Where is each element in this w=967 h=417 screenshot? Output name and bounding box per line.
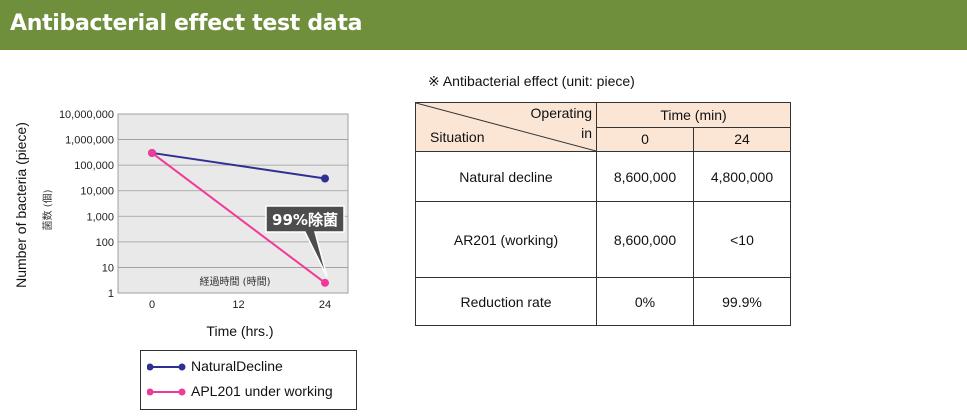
row-label: AR201 (working) — [415, 201, 597, 278]
y-tick-label: 1,000 — [86, 211, 114, 223]
header-time: Time (min) — [596, 102, 791, 128]
diagonal-divider — [416, 103, 596, 151]
y-tick-label: 100,000 — [74, 160, 114, 172]
data-point — [321, 174, 329, 183]
legend-swatch-apl201 — [147, 388, 186, 396]
table-caption: ※ Antibacterial effect (unit: piece) — [428, 73, 635, 89]
row-label: Reduction rate — [415, 277, 597, 326]
inner-x-label-jp: 経過時間 (時間) — [200, 275, 271, 288]
header-col-24: 24 — [693, 126, 791, 152]
row-value-0: 8,600,000 — [596, 201, 694, 278]
row-label: Natural decline — [415, 151, 597, 202]
header-operating: Operating — [530, 105, 592, 121]
legend-swatch-natural-decline — [147, 363, 186, 371]
table-corner-header: Operating in Situation — [415, 102, 597, 152]
chart-legend: NaturalDecline APL201 under working — [140, 350, 357, 410]
bacteria-line-chart: 1 10 100 1,000 10,000 100,000 1,000,000 10,000,… — [41, 109, 349, 339]
y-tick-label: 10,000 — [80, 186, 114, 198]
row-value-24: <10 — [693, 201, 791, 278]
antibacterial-table: Operating in Situation Time (min) 0 24 N… — [415, 102, 791, 326]
annotation-callout — [265, 205, 345, 278]
y-tick-label: 1,000,000 — [65, 135, 114, 147]
y-tick-label: 1 — [108, 288, 114, 300]
y-tick-label: 10 — [102, 262, 114, 274]
x-axis-title: Time (hrs.) — [206, 323, 273, 339]
legend-label: NaturalDecline — [191, 358, 283, 374]
table-row: AR201 (working) 8,600,000 <10 — [415, 201, 791, 278]
x-tick-label: 0 — [149, 299, 155, 311]
header-col-0: 0 — [596, 126, 694, 152]
y-tick-label: 100 — [96, 237, 114, 249]
row-value-0: 0% — [596, 277, 694, 326]
series-line-apl201 — [151, 152, 326, 284]
table-row: Natural decline 8,600,000 4,800,000 — [415, 151, 791, 202]
legend-label: APL201 under working — [191, 383, 333, 399]
page-title: Antibacterial effect test data — [10, 11, 363, 36]
inner-y-label-jp: 菌数 (個) — [41, 189, 54, 230]
title-banner: Antibacterial effect test data — [0, 0, 967, 50]
x-tick-label: 12 — [232, 299, 244, 311]
series-line-natural-decline — [151, 151, 326, 180]
data-point — [148, 148, 156, 157]
data-point — [321, 278, 329, 287]
header-in: in — [581, 125, 592, 141]
y-tick-label: 10,000,000 — [59, 109, 114, 121]
table-row: Reduction rate 0% 99.9% — [415, 277, 791, 326]
header-situation: Situation — [430, 129, 485, 145]
row-value-24: 99.9% — [693, 277, 791, 326]
row-value-24: 4,800,000 — [693, 151, 791, 202]
row-value-0: 8,600,000 — [596, 151, 694, 202]
plot-area — [117, 113, 349, 294]
annotation-label: 99%除菌 — [272, 211, 338, 229]
x-tick-label: 24 — [319, 299, 331, 311]
